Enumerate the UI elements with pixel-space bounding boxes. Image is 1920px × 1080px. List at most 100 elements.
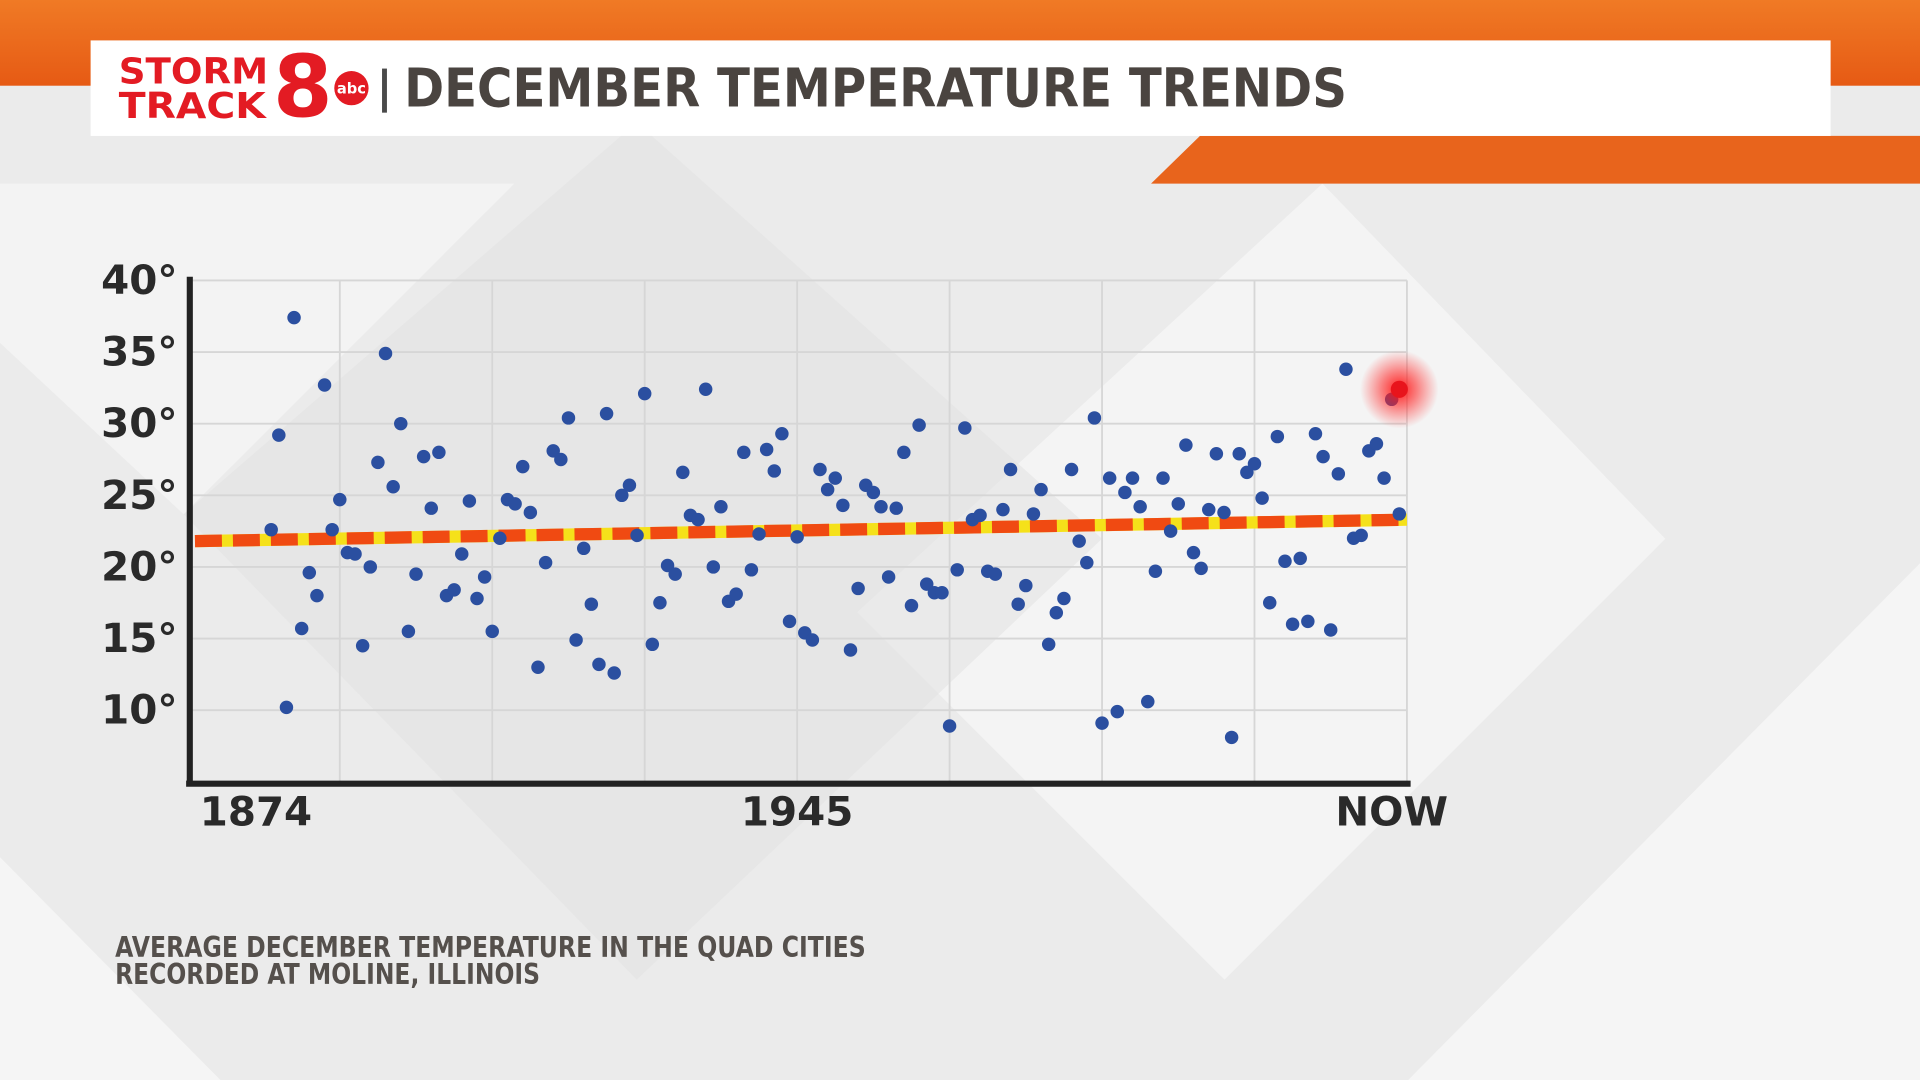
data-point <box>333 492 347 507</box>
data-point <box>1011 597 1025 611</box>
data-point <box>317 378 332 392</box>
data-point <box>272 428 286 442</box>
data-point <box>1339 362 1353 376</box>
data-point <box>394 416 408 431</box>
data-point <box>1240 465 1254 480</box>
data-point <box>767 464 782 478</box>
data-point <box>637 386 652 401</box>
data-point <box>737 445 751 460</box>
plot-area: 10° 15° 20° 25° 30° 35° 40° 1874 1945 NOW <box>101 256 1448 835</box>
data-point <box>302 565 317 580</box>
data-point <box>1095 716 1109 730</box>
y-tick-label: 10° <box>101 686 177 734</box>
data-point <box>1034 482 1048 497</box>
data-point <box>1194 561 1208 576</box>
data-point <box>1316 449 1330 464</box>
data-point <box>843 643 858 657</box>
data-point <box>1156 471 1170 485</box>
data-point <box>1133 500 1147 514</box>
data-point <box>1186 545 1201 560</box>
chart-title: DECEMBER TEMPERATURE TRENDS <box>404 56 1347 119</box>
data-point <box>1308 426 1323 441</box>
data-point <box>919 577 934 591</box>
data-point <box>1392 507 1407 521</box>
x-tick-label: 1874 <box>200 787 312 835</box>
data-point <box>493 531 507 546</box>
data-point <box>698 382 713 397</box>
data-point <box>904 598 919 613</box>
data-point <box>355 639 370 653</box>
data-point <box>477 570 492 584</box>
caption-line: AVERAGE DECEMBER TEMPERATURE IN THE QUAD… <box>115 931 866 964</box>
data-point <box>1247 457 1262 471</box>
data-point <box>1285 617 1300 631</box>
data-point <box>424 501 438 515</box>
data-point <box>874 500 888 514</box>
data-point <box>310 588 324 603</box>
data-point <box>935 585 949 600</box>
data-point <box>805 633 820 647</box>
brand-line1: STORM <box>119 51 268 92</box>
bg-shape <box>0 857 221 1080</box>
data-point <box>958 421 972 435</box>
data-point <box>1019 578 1033 593</box>
data-point <box>523 505 538 520</box>
data-point <box>485 624 499 639</box>
data-point <box>1263 596 1277 610</box>
data-point <box>1087 411 1102 425</box>
data-point <box>820 482 835 497</box>
y-tick-label: 30° <box>101 399 177 447</box>
data-point <box>363 560 378 574</box>
data-point <box>813 462 827 477</box>
data-point <box>889 501 903 515</box>
data-point <box>371 455 385 470</box>
highlight-point <box>1390 380 1408 398</box>
data-point <box>790 530 804 544</box>
data-point <box>294 621 309 636</box>
data-point <box>447 583 461 597</box>
data-point <box>950 563 964 577</box>
data-point <box>942 719 957 733</box>
data-point <box>988 567 1003 581</box>
data-point <box>1301 614 1315 629</box>
y-tick-label: 40° <box>101 256 177 304</box>
data-point <box>554 452 568 467</box>
data-point <box>538 555 553 570</box>
data-point <box>432 445 446 460</box>
data-point <box>508 497 522 511</box>
trend-line <box>194 513 1408 548</box>
data-point <box>592 657 606 672</box>
x-tick-label: 1945 <box>741 787 853 835</box>
data-point <box>1064 462 1079 477</box>
data-point <box>706 560 721 574</box>
data-point <box>1255 491 1269 505</box>
y-tick-label: 25° <box>101 471 177 519</box>
data-point <box>1202 502 1216 517</box>
data-point <box>1141 694 1155 709</box>
data-point <box>1224 730 1239 745</box>
data-point <box>1209 447 1224 461</box>
data-point <box>676 465 690 480</box>
data-point <box>1110 704 1125 719</box>
data-point <box>881 570 896 584</box>
network-badge <box>334 71 369 106</box>
data-point <box>897 445 911 460</box>
data-point <box>325 522 339 537</box>
data-point <box>1049 606 1064 620</box>
data-point <box>546 444 560 458</box>
data-point <box>836 498 850 513</box>
data-point <box>401 624 416 639</box>
data-point <box>729 587 743 601</box>
y-tick-label: 15° <box>101 614 177 662</box>
data-point <box>287 310 301 325</box>
data-point <box>1369 436 1384 451</box>
data-point <box>668 567 682 581</box>
data-point <box>576 541 591 556</box>
data-point <box>1232 447 1246 461</box>
data-point <box>828 471 842 485</box>
y-tick-label: 35° <box>101 327 177 375</box>
data-point <box>1278 554 1292 568</box>
bg-shape <box>183 122 1103 980</box>
